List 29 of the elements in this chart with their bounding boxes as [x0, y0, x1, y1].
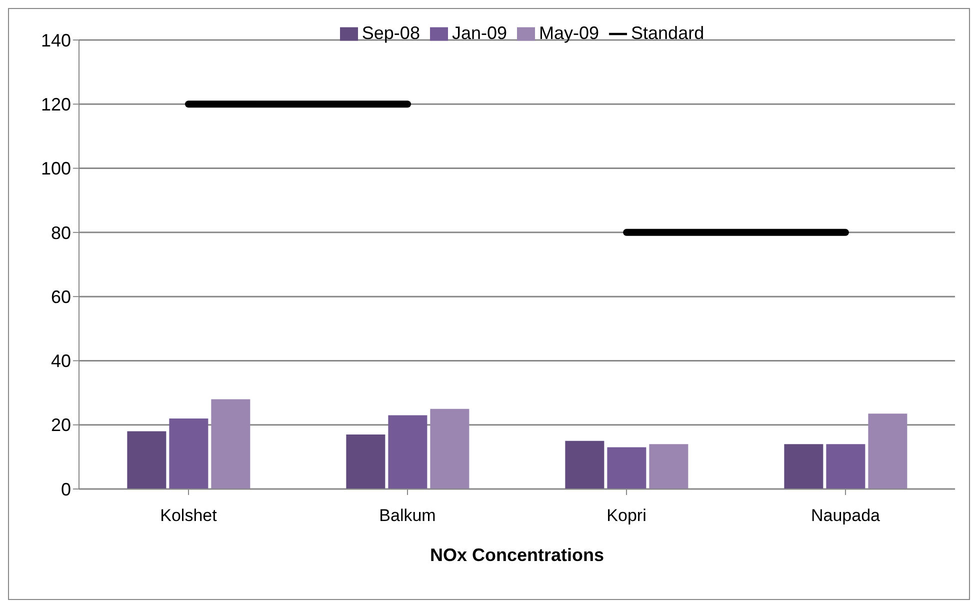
legend-label: Standard [631, 23, 704, 43]
y-tick-label: 140 [40, 30, 71, 50]
bar [565, 440, 604, 489]
y-tick-label: 80 [50, 222, 71, 243]
y-tick-label: 60 [50, 286, 71, 307]
bar [169, 418, 208, 489]
y-tick-label: 100 [40, 158, 71, 179]
bar [211, 399, 250, 489]
y-tick-label: 20 [50, 415, 71, 436]
legend-label: Sep-08 [362, 23, 420, 43]
x-tick-label: Balkum [379, 506, 436, 526]
bar [430, 408, 470, 489]
x-tick-label: Kolshet [160, 506, 218, 526]
bar [607, 447, 646, 489]
legend-label: May-09 [539, 23, 600, 43]
y-tick-label: 0 [60, 479, 71, 500]
x-tick-label: Kopri [606, 506, 646, 526]
bar [127, 431, 166, 489]
y-tick-label: 120 [40, 94, 71, 115]
x-axis-title: NOx Concentrations [430, 545, 604, 565]
y-tick-label: 40 [50, 351, 71, 372]
bar [826, 444, 866, 489]
bar [388, 415, 428, 489]
bar [784, 444, 824, 489]
x-tick-label: Naupada [810, 506, 881, 526]
bar [346, 434, 386, 489]
bar [649, 444, 688, 489]
legend-label: Jan-09 [452, 23, 507, 43]
bar [868, 414, 908, 489]
